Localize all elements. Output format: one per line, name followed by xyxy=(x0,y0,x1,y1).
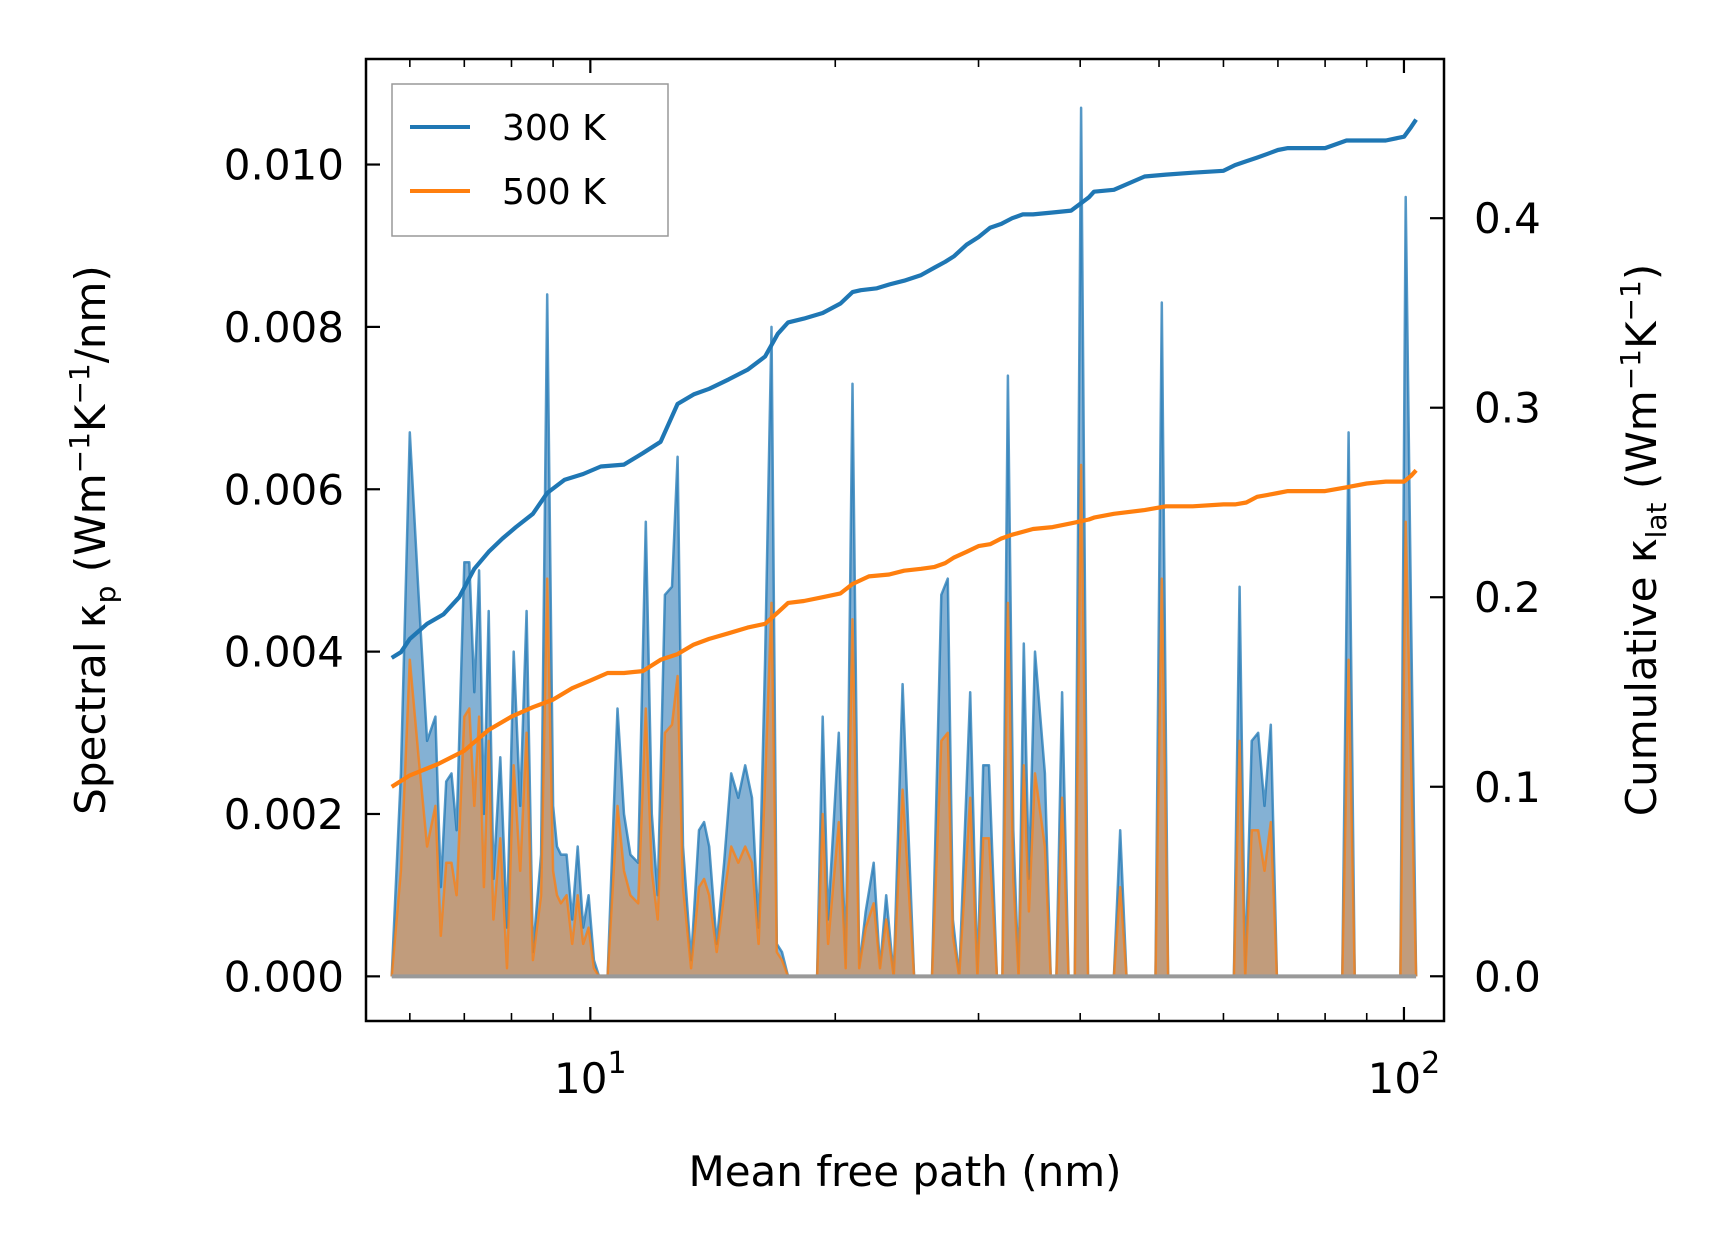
y-left-tick-label: 0.010 xyxy=(224,141,344,190)
legend-box xyxy=(391,83,669,237)
x-tick-label: 101 xyxy=(554,1046,627,1103)
spectral-fill-layer xyxy=(390,106,1418,979)
y-left-tick-label: 0.008 xyxy=(224,303,344,352)
y-axis-left-title-unit-close: /nm) xyxy=(66,265,115,363)
y-left-tick-label: 0.006 xyxy=(224,465,344,514)
plot-frame xyxy=(364,57,1446,1023)
y-right-tick-label: 0.0 xyxy=(1474,952,1541,1001)
y-right-tick-label: 0.2 xyxy=(1474,573,1541,622)
y-left-tick-label: 0.002 xyxy=(224,790,344,839)
ticks-layer: 101 1020.0000.0020.0040.0060.0080.0100.00… xyxy=(224,59,1541,1103)
x-tick-label: 102 xyxy=(1368,1046,1441,1103)
y-right-tick-label: 0.1 xyxy=(1474,763,1541,812)
y-right-tick-label: 0.4 xyxy=(1474,194,1541,243)
y-axis-left-title-exp2: −1 xyxy=(63,363,96,404)
y-right-tick-label: 0.3 xyxy=(1474,384,1541,433)
y-axis-right-title-main: Cumulative κ xyxy=(1617,538,1666,816)
cumulative-line-layer xyxy=(390,118,1418,789)
y-axis-right-title-exp1: −1 xyxy=(1614,349,1647,390)
y-axis-right-title-exp2: −1 xyxy=(1614,280,1647,321)
x-tick-label-exp: 1 xyxy=(608,1046,627,1081)
legend-label-500k: 500 K xyxy=(502,172,607,213)
y-axis-left-title-exp1: −1 xyxy=(63,432,96,473)
x-tick-label-exp: 2 xyxy=(1421,1046,1440,1081)
y-axis-left-title-sub: p xyxy=(89,586,122,604)
legend-label-300k: 300 K xyxy=(502,108,607,149)
y-left-tick-label: 0.004 xyxy=(224,628,344,677)
x-tick-label-base: 10 xyxy=(554,1054,607,1103)
y-axis-right-title: Cumulative κlat (Wm−1K−1) xyxy=(1614,264,1673,816)
y-axis-right-title-unit-close: ) xyxy=(1617,264,1666,280)
y-axis-right-title-unit-mid: K xyxy=(1617,320,1666,349)
x-tick-label-base: 10 xyxy=(1368,1054,1421,1103)
y-axis-right-title-unit-open: (Wm xyxy=(1617,390,1666,502)
y-left-tick-label: 0.000 xyxy=(224,952,344,1001)
spectral-area-500k xyxy=(391,464,1417,977)
cumulative-line-500k xyxy=(390,468,1418,789)
y-axis-left-title-main: Spectral κ xyxy=(66,603,115,815)
cumulative-line-300k xyxy=(390,118,1418,660)
y-axis-left-title-unit-open: (Wm xyxy=(66,473,115,585)
legend: 300 K 500 K xyxy=(391,83,669,237)
y-axis-left-title: Spectral κp (Wm−1K−1/nm) xyxy=(63,265,122,815)
x-axis-title: Mean free path (nm) xyxy=(688,1147,1121,1196)
y-axis-left-title-unit-mid: K xyxy=(66,403,115,432)
y-axis-right-title-sub: lat xyxy=(1640,502,1673,538)
